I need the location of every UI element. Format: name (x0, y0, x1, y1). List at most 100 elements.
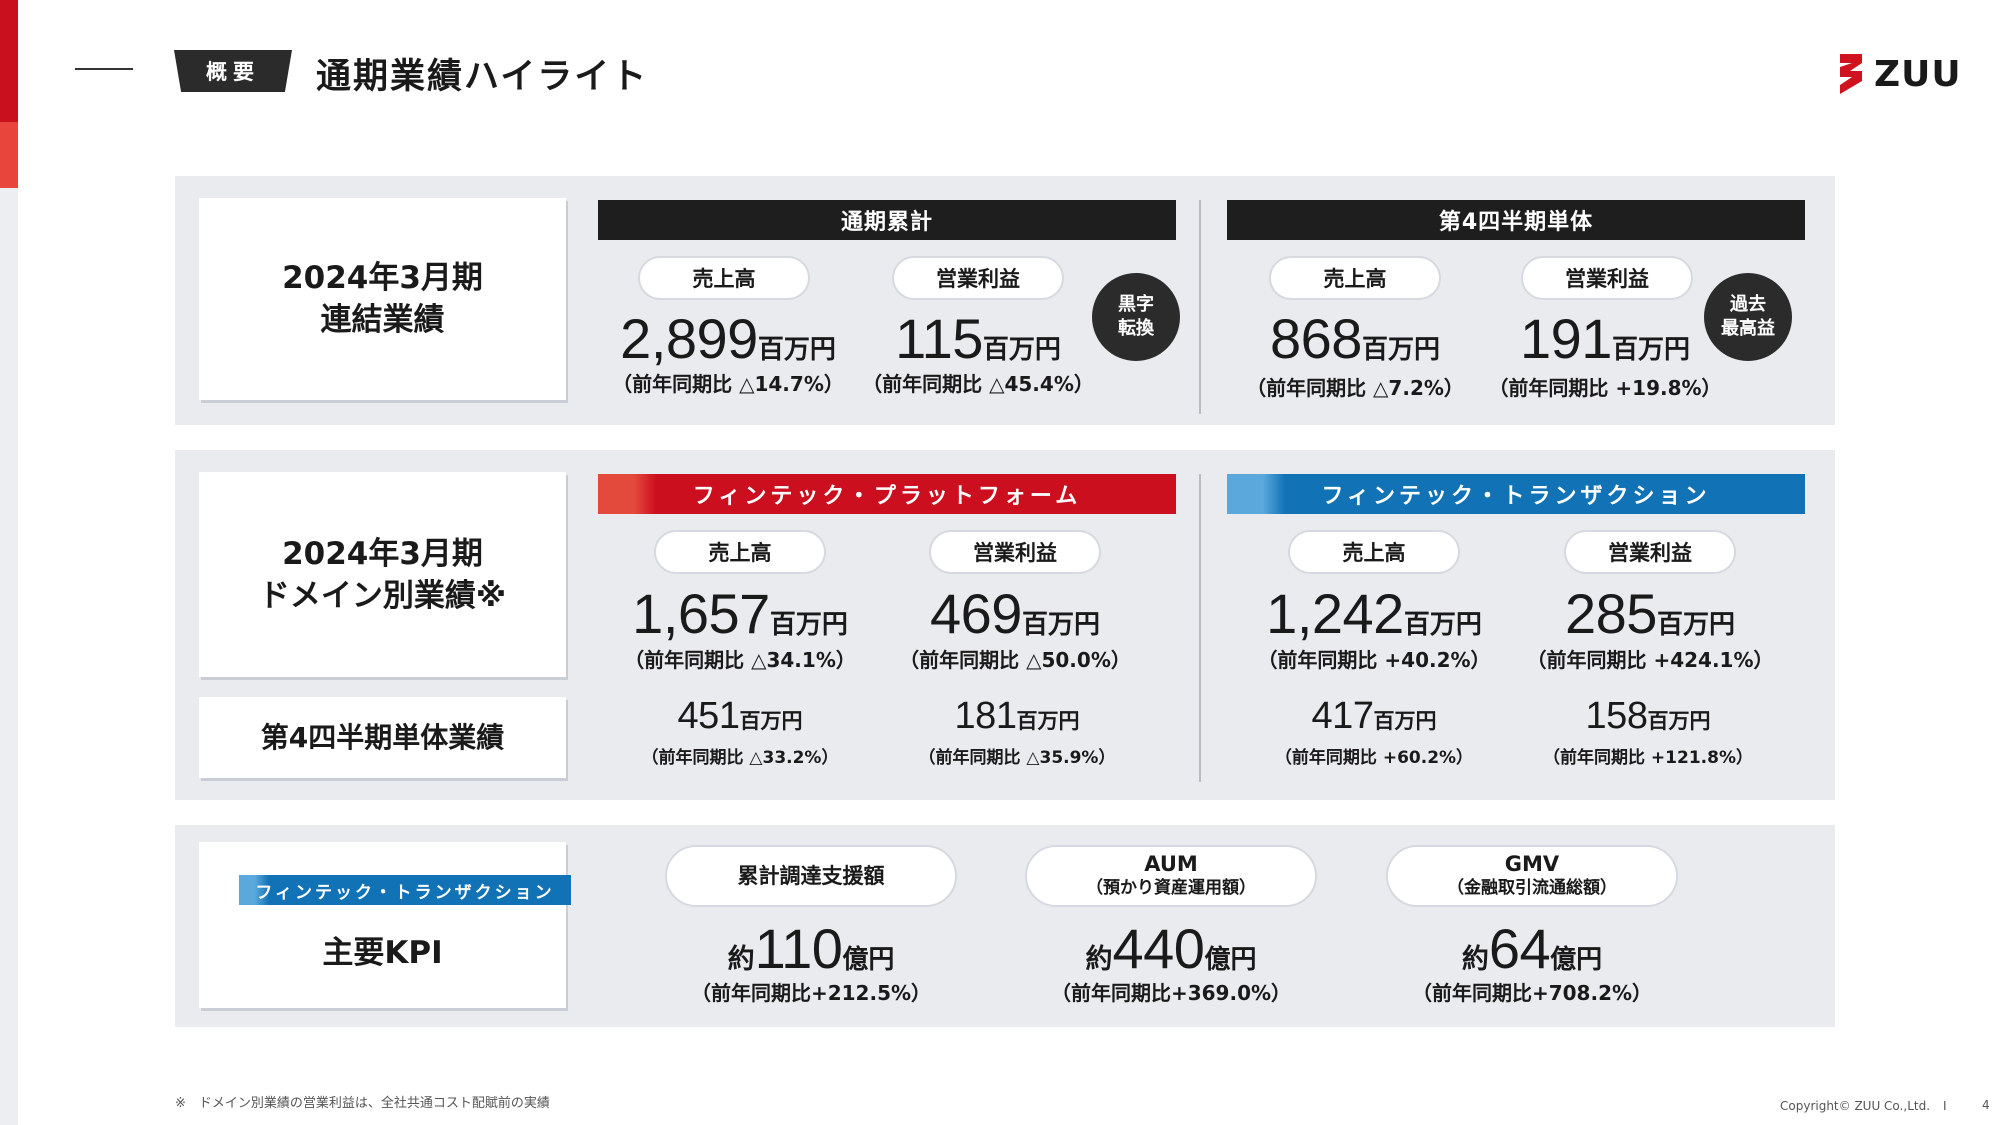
zuu-logo-mark-icon (1840, 54, 1862, 94)
domain-results-panel: 2024年3月期 ドメイン別業績※ 第4四半期単体業績 フィンテック・プラットフ… (175, 450, 1835, 800)
unit-label: 百万円 (1656, 610, 1735, 640)
platform-q4-op-value: 181 (954, 695, 1017, 737)
unit-label: 百万円 (757, 335, 836, 365)
consolidated-results-panel: 2024年3月期 連結業績 通期累計 売上高 営業利益 2,899百万円 115… (175, 176, 1835, 425)
kpi-yoy: （前年同期比+212.5%） (690, 981, 932, 1005)
kpi-unit: 億円 (1550, 945, 1603, 975)
q4-sales-yoy: （前年同期比 △7.2%） (1246, 376, 1464, 400)
full-year-op-yoy: （前年同期比 △45.4%） (862, 372, 1094, 396)
platform-q4-op-metric: 181百万円 (902, 695, 1132, 738)
unit-label: 百万円 (1403, 610, 1482, 640)
kpi-label-pill: GMV （金融取引流通総額） (1386, 845, 1678, 907)
full-year-sales-value: 2,899 (620, 307, 758, 370)
kpi-aum-metric: 約440億円 (1021, 916, 1321, 981)
section-tag: 概要 (174, 50, 292, 92)
kpi-value: 440 (1112, 917, 1205, 980)
kpi-unit: 億円 (842, 945, 895, 975)
logo-text: ZUU (1874, 53, 1962, 95)
transaction-q4-sales-value: 417 (1311, 695, 1374, 737)
turnaround-badge: 黒字 転換 (1092, 273, 1180, 361)
kpi-yoy: （前年同期比+369.0%） (1050, 981, 1292, 1005)
q4-sales-metric: 868百万円 (1215, 306, 1495, 371)
left-accent-strip (0, 0, 18, 1125)
unit-label: 百万円 (1016, 709, 1080, 733)
kpi-subtitle: （預かり資産運用額） (1086, 878, 1256, 898)
full-year-op-metric: 115百万円 (833, 306, 1123, 371)
platform-q4-sales-value: 451 (677, 695, 740, 737)
column-divider (1199, 474, 1201, 782)
transaction-sales-metric: 1,242百万円 (1224, 581, 1524, 646)
header-rule (75, 68, 133, 70)
footnote: ※ ドメイン別業績の営業利益は、全社共通コスト配賦前の実績 (175, 1096, 550, 1111)
footer-separator: I (1943, 1099, 1947, 1113)
kpi-prefix: 約 (727, 944, 755, 975)
platform-q4-sales-yoy: （前年同期比 △33.2%） (641, 748, 839, 768)
unit-label: 百万円 (1373, 709, 1437, 733)
q4-results-label: 第4四半期単体業績 (260, 720, 505, 754)
kpi-yoy: （前年同期比+708.2%） (1411, 981, 1653, 1005)
full-year-header: 通期累計 (598, 200, 1176, 240)
operating-profit-label-pill: 営業利益 (1564, 530, 1736, 574)
transaction-sales-yoy: （前年同期比 +40.2%） (1257, 648, 1491, 672)
unit-label: 百万円 (769, 610, 848, 640)
full-year-sales-yoy: （前年同期比 △14.7%） (612, 372, 844, 396)
kpi-value: 110 (754, 917, 843, 980)
domain-label: ドメイン別業績※ (258, 577, 507, 614)
transaction-q4-op-metric: 158百万円 (1533, 695, 1763, 738)
full-year-op-value: 115 (895, 307, 983, 370)
domain-label-box: 2024年3月期 ドメイン別業績※ (199, 472, 566, 677)
transaction-q4-sales-yoy: （前年同期比 +60.2%） (1274, 748, 1474, 768)
unit-label: 百万円 (1361, 335, 1440, 365)
q4-op-yoy: （前年同期比 +19.8%） (1488, 376, 1722, 400)
kpi-title: AUM (1144, 852, 1198, 876)
kpi-title: GMV (1504, 852, 1560, 876)
q4-op-value: 191 (1520, 307, 1612, 370)
transaction-header: フィンテック・トランザクション (1227, 474, 1805, 514)
q4-op-metric: 191百万円 (1465, 306, 1745, 371)
period-label: 2024年3月期 (282, 535, 483, 572)
page-title: 通期業績ハイライト (316, 57, 649, 97)
operating-profit-label-pill: 営業利益 (892, 256, 1064, 300)
unit-label: 百万円 (1021, 610, 1100, 640)
full-year-sales-metric: 2,899百万円 (578, 306, 878, 371)
kpi-value: 64 (1488, 917, 1551, 980)
left-accent-red (0, 0, 18, 122)
kpi-prefix: 約 (1461, 944, 1489, 975)
badge-line: 転換 (1118, 318, 1154, 339)
sales-label-pill: 売上高 (654, 530, 826, 574)
transaction-op-metric: 285百万円 (1510, 581, 1790, 646)
unit-label: 百万円 (1611, 335, 1690, 365)
record-profit-badge: 過去 最高益 (1704, 273, 1792, 361)
kpi-label-pill: AUM （預かり資産運用額） (1025, 845, 1317, 907)
kpi-panel: フィンテック・トランザクション 主要KPI 累計調達支援額 約110億円 （前年… (175, 825, 1835, 1027)
transaction-op-value: 285 (1565, 582, 1657, 645)
badge-line: 最高益 (1721, 318, 1775, 339)
kpi-title: 累計調達支援額 (737, 864, 885, 888)
platform-q4-op-yoy: （前年同期比 △35.9%） (918, 748, 1116, 768)
left-accent-red-light (0, 122, 18, 188)
badge-line: 過去 (1730, 294, 1766, 315)
kpi-funding-metric: 約110億円 (661, 916, 961, 981)
transaction-tag: フィンテック・トランザクション (239, 875, 571, 905)
copyright: Copyright© ZUU Co.,Ltd. (1780, 1099, 1931, 1113)
transaction-q4-op-value: 158 (1585, 695, 1648, 737)
zuu-logo: ZUU (1838, 52, 1962, 96)
transaction-op-yoy: （前年同期比 +424.1%） (1526, 648, 1774, 672)
kpi-prefix: 約 (1085, 944, 1113, 975)
platform-q4-sales-metric: 451百万円 (625, 695, 855, 738)
platform-op-metric: 469百万円 (875, 581, 1155, 646)
q4-sales-value: 868 (1270, 307, 1362, 370)
unit-label: 百万円 (739, 709, 803, 733)
q4-label-box: 第4四半期単体業績 (199, 697, 566, 778)
consolidated-label-box: 2024年3月期 連結業績 (199, 198, 566, 400)
transaction-sales-value: 1,242 (1266, 582, 1404, 645)
platform-header: フィンテック・プラットフォーム (598, 474, 1176, 514)
kpi-subtitle: （金融取引流通総額） (1447, 878, 1617, 898)
period-label: 2024年3月期 (282, 260, 483, 296)
operating-profit-label-pill: 営業利益 (929, 530, 1101, 574)
unit-label: 百万円 (1647, 709, 1711, 733)
platform-sales-value: 1,657 (632, 582, 770, 645)
platform-op-value: 469 (930, 582, 1022, 645)
kpi-unit: 億円 (1204, 945, 1257, 975)
operating-profit-label-pill: 営業利益 (1521, 256, 1693, 300)
